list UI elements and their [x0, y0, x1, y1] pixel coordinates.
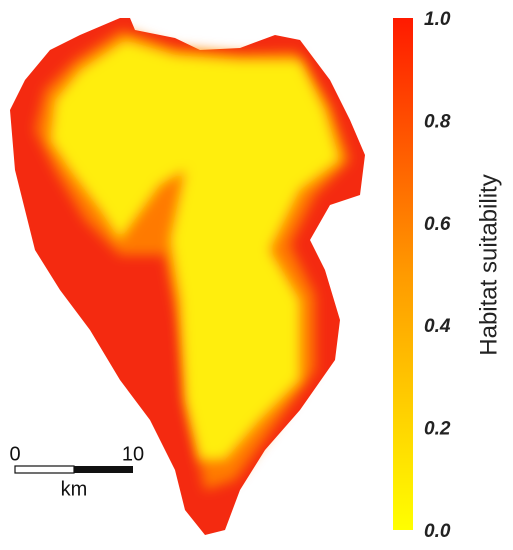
- colorbar-tick-label: 0.8: [424, 111, 451, 132]
- island-core: [50, 40, 340, 460]
- colorbar-tick-label: 0.0: [424, 521, 451, 542]
- scale-unit: km: [61, 478, 88, 500]
- scale-tick-label: 10: [122, 443, 144, 465]
- scale-tick-label: 0: [9, 443, 20, 465]
- colorbar-label: Habitat suitability: [475, 174, 502, 355]
- scale-bar: km: [14, 465, 133, 500]
- colorbar-tick-label: 1.0: [424, 9, 451, 30]
- colorbar-tick-label: 0.4: [424, 316, 451, 337]
- scale-bar-white: [14, 465, 75, 474]
- scale-bar-black: [74, 466, 133, 473]
- colorbar-tick-label: 0.6: [424, 214, 451, 235]
- colorbar-tick-label: 0.2: [424, 419, 451, 440]
- colorbar: [393, 18, 413, 530]
- island: [10, 18, 365, 535]
